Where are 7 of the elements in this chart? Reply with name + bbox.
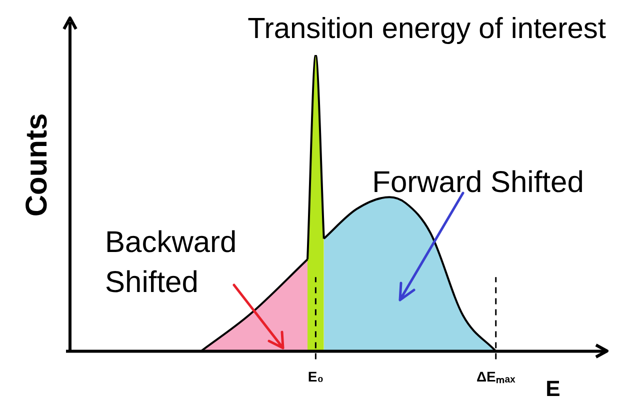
x-tick-label: ΔEₘₐₓ bbox=[476, 368, 516, 384]
y-axis-title: Counts bbox=[20, 113, 54, 217]
chart-title: Transition energy of interest bbox=[248, 13, 606, 45]
x-tick-label: E₀ bbox=[308, 368, 324, 384]
annotation: Backward Shifted bbox=[105, 226, 237, 299]
annotation: Forward Shifted bbox=[372, 166, 584, 199]
x-axis-title: E bbox=[546, 376, 560, 401]
